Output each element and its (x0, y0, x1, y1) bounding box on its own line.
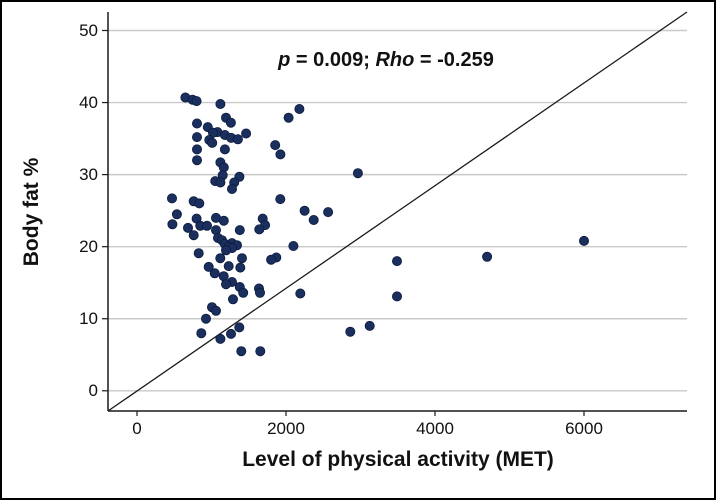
data-point (275, 149, 286, 160)
data-point (209, 268, 220, 279)
data-point (203, 261, 214, 272)
data-point (194, 198, 205, 209)
data-point (221, 279, 232, 290)
significance-annotation: p = 0.009; Rho = -0.259 (278, 49, 494, 72)
data-point (482, 251, 493, 262)
data-point (232, 134, 243, 145)
y-axis-title: Body fat % (20, 157, 43, 267)
data-point (236, 346, 247, 357)
y-tick-label: 30 (79, 164, 98, 184)
data-point (345, 326, 356, 337)
data-point (255, 346, 266, 357)
data-point (183, 222, 194, 233)
data-point (308, 214, 319, 225)
data-point (167, 193, 178, 204)
x-tick-label: 2000 (267, 419, 305, 438)
data-point (235, 262, 246, 273)
data-point (196, 328, 207, 339)
data-point (191, 96, 202, 107)
data-point (323, 207, 334, 218)
data-point (234, 225, 245, 236)
data-point (192, 144, 203, 155)
data-point (294, 104, 305, 115)
data-point (171, 209, 182, 220)
data-point (215, 253, 226, 264)
data-point (219, 144, 230, 155)
data-point (192, 132, 203, 143)
data-point (352, 168, 363, 179)
data-point (391, 256, 402, 267)
plot-svg (102, 11, 688, 416)
data-point (299, 205, 310, 216)
reference-line (107, 11, 688, 412)
data-point (236, 253, 247, 264)
data-point (226, 328, 237, 339)
data-point (225, 117, 236, 128)
x-axis-title: Level of physical activity (MET) (242, 448, 554, 471)
data-point (254, 287, 265, 298)
data-point (202, 220, 213, 231)
data-point (215, 99, 226, 110)
y-tick-label: 20 (79, 236, 98, 256)
rho-value: = -0.259 (414, 49, 494, 71)
data-point (288, 240, 299, 251)
data-point (254, 224, 265, 235)
data-point (211, 305, 222, 316)
y-tick-label: 50 (79, 20, 98, 40)
data-point (283, 112, 294, 123)
p-symbol: p (278, 49, 291, 71)
data-point (192, 155, 203, 166)
data-point (578, 235, 589, 246)
data-point (215, 177, 226, 188)
data-point (193, 248, 204, 259)
data-point (223, 261, 234, 272)
data-point (266, 254, 277, 265)
data-point (188, 230, 199, 241)
data-point (207, 137, 218, 148)
x-tick-label: 4000 (416, 419, 454, 438)
data-point (238, 287, 249, 298)
data-point (275, 194, 286, 205)
data-point (241, 128, 252, 139)
data-point (221, 245, 232, 256)
data-point (270, 140, 281, 151)
y-tick-label: 10 (79, 308, 98, 328)
y-tick-label: 40 (79, 92, 98, 112)
p-value: = 0.009; (290, 49, 376, 71)
data-point (192, 118, 203, 129)
data-point (227, 294, 238, 305)
y-tick-label: 0 (88, 380, 98, 400)
data-point (218, 215, 229, 226)
data-point (364, 320, 375, 331)
data-point (227, 183, 238, 194)
data-point (167, 219, 178, 230)
rho-symbol: Rho (375, 49, 415, 71)
x-tick-label: 6000 (565, 419, 603, 438)
data-point (215, 333, 226, 344)
data-point (391, 291, 402, 302)
x-tick-label: 0 (132, 419, 142, 438)
data-point (201, 313, 212, 324)
data-point (234, 322, 245, 333)
data-point (295, 288, 306, 299)
